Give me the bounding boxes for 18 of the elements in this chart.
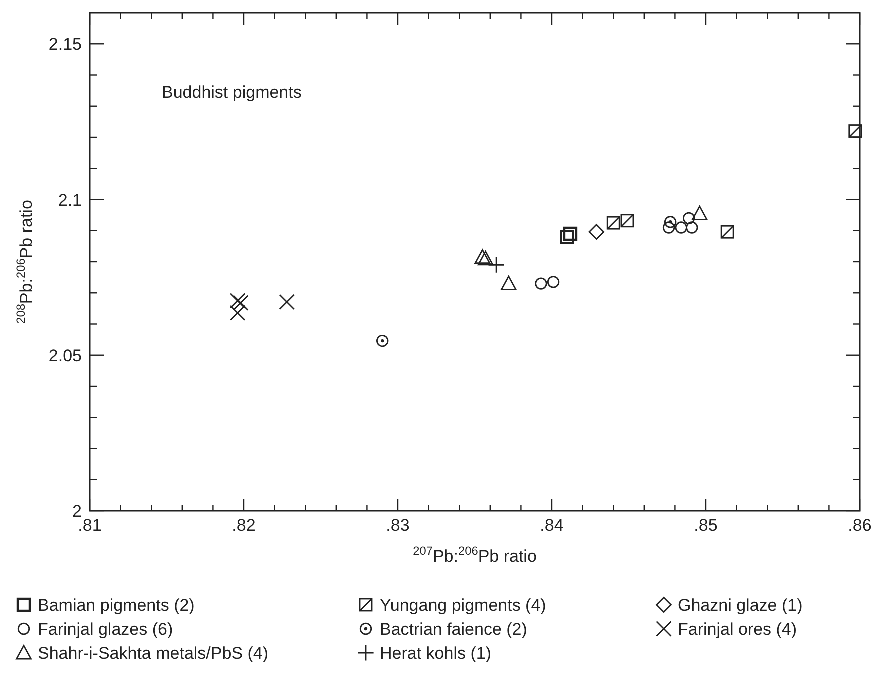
x-tick-label: .82	[232, 516, 256, 535]
legend-label: Farinjal ores (4)	[678, 620, 798, 639]
x-tick-label: .84	[540, 516, 564, 535]
legend-label: Shahr-i-Sakhta metals/PbS (4)	[38, 644, 269, 663]
x-tick-label: .83	[386, 516, 410, 535]
annotation: Buddhist pigments	[162, 83, 302, 102]
x-tick-label: .85	[694, 516, 718, 535]
legend-label: Yungang pigments (4)	[380, 596, 546, 615]
y-tick-label: 2.15	[48, 35, 82, 54]
legend-label: Bactrian faience (2)	[380, 620, 528, 639]
y-tick-label: 2.05	[48, 346, 82, 366]
legend-label: Bamian pigments (2)	[38, 596, 195, 615]
y-tick-label: 2.1	[58, 190, 82, 210]
legend-label: Herat kohls (1)	[380, 644, 492, 663]
x-tick-label: .86	[848, 516, 872, 535]
x-axis-title: $^{207}$Pb:$^{206}$Pb ratio	[413, 544, 537, 566]
legend-label: Ghazni glaze (1)	[678, 596, 803, 615]
legend-label: Farinjal glazes (6)	[38, 620, 174, 639]
